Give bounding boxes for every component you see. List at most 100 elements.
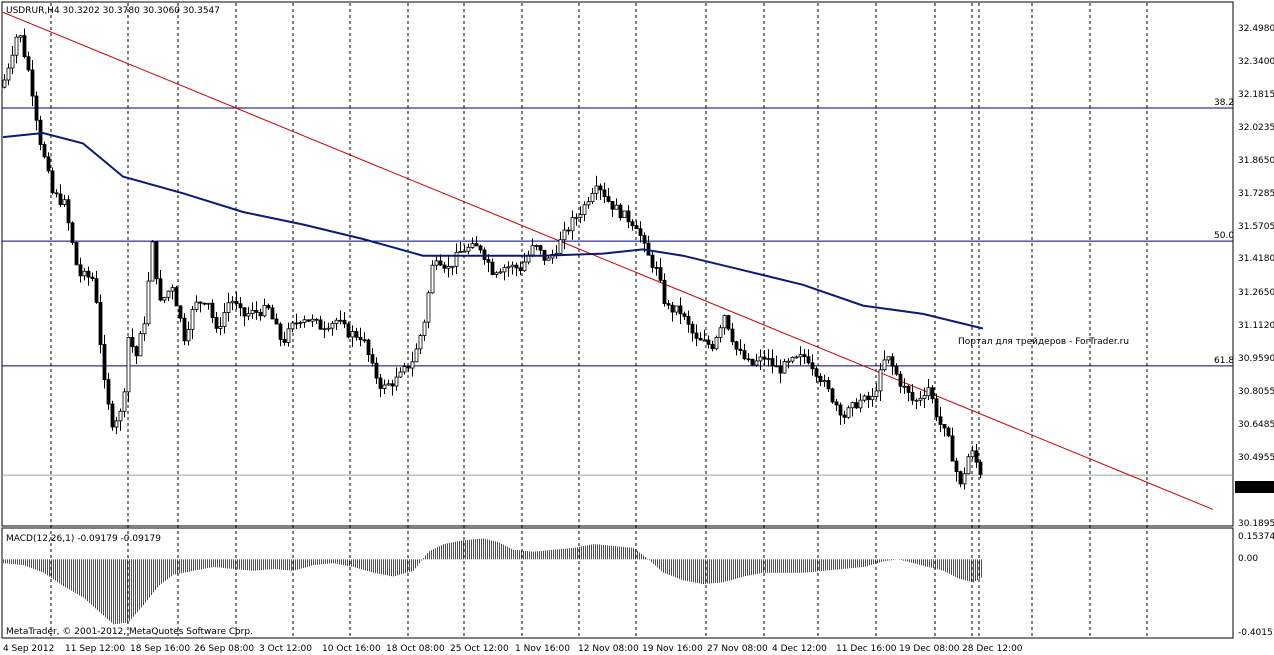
- candle-body: [962, 473, 967, 485]
- candle-body: [262, 304, 267, 317]
- candle-body: [318, 319, 323, 330]
- price-tick-label: 31.2650: [1238, 288, 1274, 298]
- candle-body: [978, 461, 983, 475]
- candle-body: [102, 344, 107, 380]
- candle-body: [74, 242, 79, 266]
- candle-body: [630, 221, 635, 227]
- candle-body: [398, 371, 403, 378]
- candle-body: [754, 360, 759, 366]
- moving-average-line[interactable]: [2, 131, 984, 330]
- candle-body: [622, 210, 627, 219]
- candle-body: [910, 392, 915, 401]
- candle-body: [714, 336, 719, 350]
- candle-body: [598, 185, 603, 191]
- candle-body: [678, 305, 683, 315]
- candle-body: [918, 397, 923, 401]
- candle-body: [638, 228, 643, 236]
- candle-body: [902, 385, 907, 388]
- candle-body: [310, 318, 315, 322]
- candle-body: [650, 254, 655, 268]
- candle-body: [494, 272, 499, 275]
- candle-body: [118, 410, 123, 422]
- candle-body: [2, 79, 7, 88]
- candle-body: [742, 350, 747, 360]
- candle-body: [126, 337, 131, 393]
- watermark-text: Портал для трейдеров - ForTrader.ru: [958, 337, 1129, 347]
- candle-body: [862, 395, 867, 401]
- candle-body: [766, 358, 771, 360]
- candle-body: [790, 357, 795, 362]
- time-tick-label: 4 Sep 2012: [3, 644, 54, 654]
- candle-body: [162, 296, 167, 301]
- candle-body: [374, 362, 379, 379]
- candle-body: [386, 383, 391, 386]
- candle-body: [738, 348, 743, 351]
- price-tick-label: 31.4180: [1238, 254, 1274, 264]
- candle-body: [574, 216, 579, 219]
- candle-body: [266, 304, 271, 309]
- candle-body: [226, 302, 231, 313]
- candle-body: [334, 319, 339, 324]
- price-tick-label: 32.3400: [1238, 57, 1274, 67]
- candle-body: [590, 192, 595, 203]
- time-tick-label: 18 Sep 16:00: [130, 644, 190, 654]
- trend-line[interactable]: [2, 11, 1214, 510]
- candle-body: [666, 303, 671, 306]
- price-tick-label: 30.1895: [1238, 519, 1274, 529]
- candle-body: [774, 365, 779, 368]
- time-tick-label: 25 Oct 12:00: [450, 644, 509, 654]
- candle-body: [654, 267, 659, 269]
- candle-body: [602, 189, 607, 197]
- candle-body: [586, 201, 591, 206]
- candle-body: [142, 323, 147, 335]
- candle-body: [242, 307, 247, 317]
- time-tick-label: 4 Dec 12:00: [772, 644, 827, 654]
- candle-body: [362, 339, 367, 342]
- candle-body: [522, 261, 527, 272]
- candle-body: [822, 380, 827, 383]
- candle-body: [634, 225, 639, 230]
- candle-body: [270, 307, 275, 320]
- candle-body: [818, 375, 823, 383]
- price-tick-label: 32.0235: [1238, 123, 1274, 133]
- candle-body: [14, 36, 19, 56]
- candle-body: [378, 377, 383, 389]
- candle-body: [258, 312, 263, 317]
- candle-body: [70, 222, 75, 243]
- symbol-header: USDRUR,H4 30.3202 30.3780 30.3060 30.354…: [6, 6, 220, 16]
- candle-body: [290, 322, 295, 330]
- candle-body: [170, 287, 175, 292]
- candle-body: [30, 69, 35, 97]
- candle-body: [202, 302, 207, 305]
- candlesticks: [2, 28, 983, 490]
- candle-body: [722, 315, 727, 329]
- time-tick-label: 28 Dec 12:00: [962, 644, 1023, 654]
- candle-body: [854, 402, 859, 409]
- time-tick-label: 19 Nov 16:00: [642, 644, 703, 654]
- candle-body: [322, 328, 327, 331]
- candle-body: [558, 239, 563, 254]
- candle-body: [810, 362, 815, 370]
- candle-body: [698, 337, 703, 341]
- candle-body: [366, 339, 371, 356]
- candle-body: [78, 264, 83, 277]
- candle-body: [778, 365, 783, 374]
- candle-body: [642, 235, 647, 244]
- candle-body: [122, 391, 127, 412]
- candle-body: [626, 210, 631, 223]
- candle-body: [506, 266, 511, 269]
- candle-body: [6, 67, 11, 81]
- candle-body: [758, 356, 763, 362]
- candle-body: [570, 217, 575, 232]
- candle-body: [434, 260, 439, 266]
- current-price-label: 30.3547: [1238, 483, 1274, 493]
- candle-body: [214, 317, 219, 329]
- candle-body: [194, 301, 199, 310]
- candle-body: [62, 199, 67, 205]
- candle-body: [198, 301, 203, 304]
- candle-body: [446, 265, 451, 269]
- candle-body: [858, 399, 863, 409]
- candle-body: [802, 354, 807, 358]
